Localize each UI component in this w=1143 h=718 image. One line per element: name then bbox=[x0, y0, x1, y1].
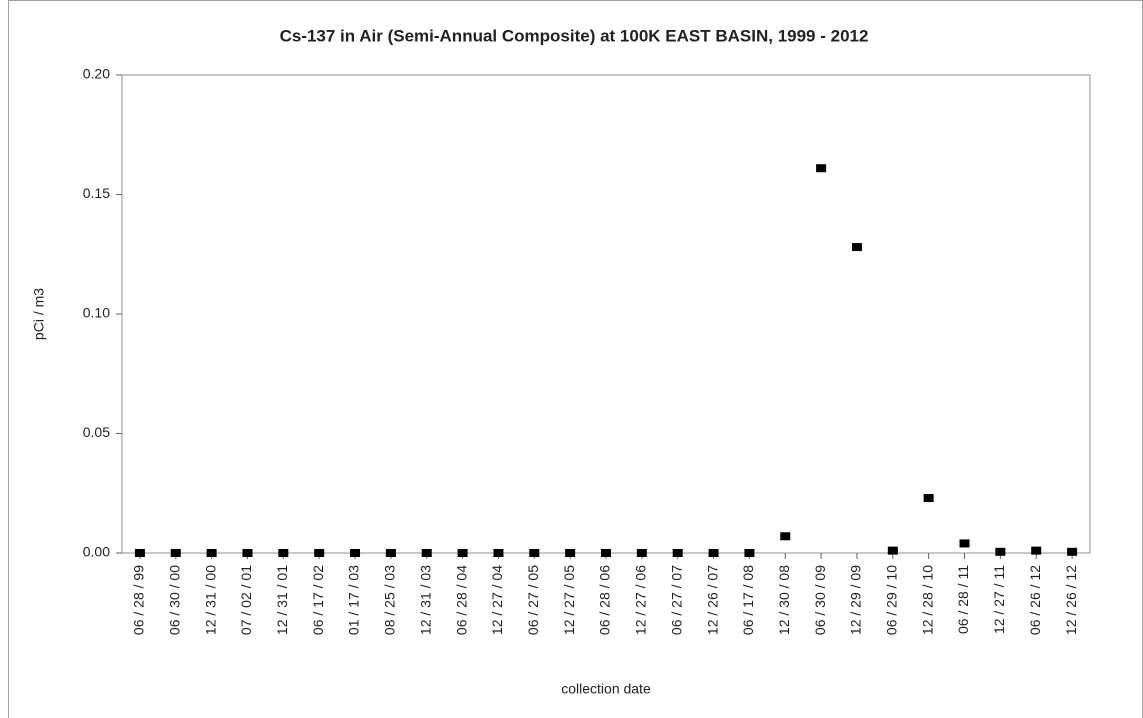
marker bbox=[385, 549, 396, 557]
y-tick-label: 0.10 bbox=[83, 305, 110, 321]
x-tick-label: 06 / 17 / 08 bbox=[740, 565, 756, 635]
marker bbox=[744, 549, 755, 557]
y-tick-label: 0.00 bbox=[83, 544, 110, 560]
y-tick-label: 0.20 bbox=[83, 66, 110, 82]
marker bbox=[672, 549, 683, 557]
x-tick-label: 12 / 29 / 09 bbox=[848, 565, 864, 635]
marker bbox=[995, 547, 1006, 556]
marker bbox=[959, 539, 970, 548]
marker bbox=[601, 549, 611, 557]
x-axis-title: collection date bbox=[561, 681, 651, 697]
x-tick-label: 06 / 29 / 10 bbox=[884, 565, 900, 635]
x-tick-label: 12 / 27 / 11 bbox=[991, 565, 1007, 634]
x-tick-label: 06 / 27 / 05 bbox=[525, 565, 541, 635]
chart-frame bbox=[8, 0, 1143, 718]
x-tick-label: 01 / 17 / 03 bbox=[346, 565, 362, 635]
marker bbox=[529, 549, 540, 557]
x-tick-label: 06 / 28 / 06 bbox=[597, 565, 613, 635]
x-tick-label: 06 / 27 / 07 bbox=[668, 565, 684, 635]
y-tick-label: 0.15 bbox=[83, 185, 110, 201]
x-tick-label: 08 / 25 / 03 bbox=[382, 565, 398, 635]
x-tick-label: 12 / 27 / 05 bbox=[561, 565, 577, 635]
marker bbox=[421, 549, 432, 557]
marker bbox=[350, 549, 361, 557]
x-tick-label: 07 / 02 / 01 bbox=[238, 565, 254, 635]
marker bbox=[493, 549, 504, 557]
x-tick-label: 06 / 28 / 04 bbox=[453, 565, 469, 635]
marker bbox=[780, 532, 791, 541]
marker bbox=[565, 549, 576, 557]
x-tick-label: 12 / 26 / 07 bbox=[704, 565, 720, 635]
marker bbox=[923, 494, 934, 503]
x-tick-label: 12 / 31 / 03 bbox=[417, 565, 433, 635]
y-tick-label: 0.05 bbox=[83, 424, 110, 440]
x-tick-label: 06 / 28 / 99 bbox=[131, 565, 147, 635]
marker bbox=[457, 549, 468, 557]
marker bbox=[206, 549, 217, 557]
x-tick-label: 12 / 30 / 08 bbox=[776, 565, 792, 635]
marker bbox=[636, 549, 647, 557]
marker bbox=[170, 549, 181, 557]
marker bbox=[816, 164, 827, 173]
x-tick-label: 06 / 30 / 00 bbox=[166, 565, 182, 635]
marker bbox=[887, 546, 898, 555]
x-tick-label: 12 / 27 / 04 bbox=[489, 565, 505, 635]
y-axis-title: pCi / m3 bbox=[31, 288, 47, 340]
x-tick-label: 12 / 31 / 00 bbox=[202, 565, 218, 635]
marker bbox=[314, 549, 325, 557]
marker bbox=[1031, 546, 1042, 555]
marker bbox=[851, 243, 862, 252]
marker bbox=[242, 549, 253, 557]
marker bbox=[278, 549, 289, 557]
marker bbox=[134, 549, 145, 557]
chart-title: Cs-137 in Air (Semi-Annual Composite) at… bbox=[280, 26, 869, 45]
marker bbox=[708, 549, 719, 557]
marker bbox=[1067, 547, 1078, 556]
x-tick-label: 06 / 28 / 11 bbox=[955, 565, 971, 634]
x-tick-label: 06 / 26 / 12 bbox=[1027, 565, 1043, 635]
x-tick-label: 06 / 17 / 02 bbox=[310, 565, 326, 635]
x-tick-label: 12 / 31 / 01 bbox=[274, 565, 290, 635]
x-tick-label: 12 / 28 / 10 bbox=[919, 565, 935, 635]
x-tick-label: 12 / 27 / 06 bbox=[633, 565, 649, 635]
x-tick-label: 12 / 26 / 12 bbox=[1063, 565, 1079, 635]
x-tick-label: 06 / 30 / 09 bbox=[812, 565, 828, 635]
